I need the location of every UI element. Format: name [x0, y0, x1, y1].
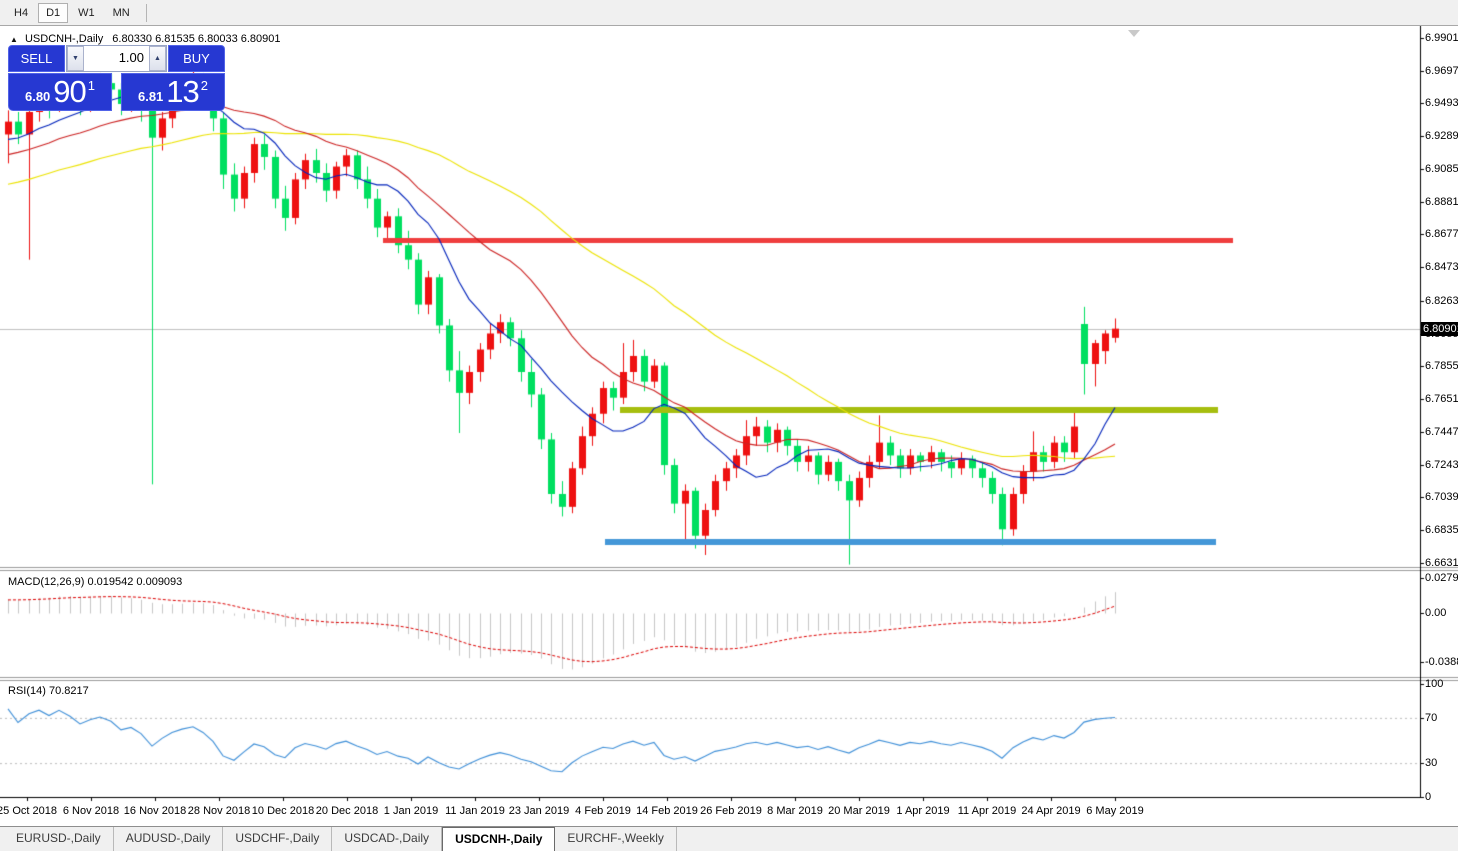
date-axis-label: 8 Mar 2019 — [767, 805, 823, 817]
date-axis-label: 24 Apr 2019 — [1021, 805, 1081, 817]
symbol-tab-eurchf-weekly[interactable]: EURCHF-,Weekly — [555, 827, 677, 851]
price-axis-label: 6.76510 — [1425, 393, 1458, 405]
price-axis-label: 6.78550 — [1425, 360, 1458, 372]
price-axis-label: 6.74470 — [1425, 426, 1458, 438]
price-axis-label: 6.88810 — [1425, 196, 1458, 208]
date-axis-label: 11 Jan 2019 — [445, 805, 505, 817]
symbol-tab-audusd-daily[interactable]: AUDUSD-,Daily — [114, 827, 224, 851]
sell-price-button[interactable]: 6.80 90 1 — [8, 73, 112, 111]
macd-indicator-label: MACD(12,26,9) 0.019542 0.009093 — [8, 576, 183, 588]
macd-axis-label: -0.03887 — [1425, 656, 1458, 668]
chart-ohlc-values: 6.80330 6.81535 6.80033 6.80901 — [112, 33, 281, 45]
price-axis-label: 6.86770 — [1425, 228, 1458, 240]
chart-area: ▲ USDCNH-,Daily 6.80330 6.81535 6.80033 … — [0, 26, 1458, 826]
macd-axis-label: 0.00 — [1425, 607, 1447, 619]
date-axis-label: 14 Feb 2019 — [636, 805, 698, 817]
buy-price-pips: 13 — [166, 74, 199, 109]
date-axis-label: 10 Dec 2018 — [251, 805, 315, 817]
price-axis-label: 6.96970 — [1425, 65, 1458, 77]
lot-decrease-button[interactable]: ▼ — [67, 46, 84, 71]
price-axis-label: 6.92890 — [1425, 130, 1458, 142]
timeframe-toolbar: H4 D1 W1 MN — [0, 0, 1458, 26]
chart-shift-marker[interactable] — [1128, 30, 1140, 37]
price-axis-label: 6.70390 — [1425, 491, 1458, 503]
price-chart-canvas[interactable] — [0, 26, 1458, 826]
date-axis-label: 28 Nov 2018 — [187, 805, 251, 817]
date-axis-label: 20 Mar 2019 — [828, 805, 890, 817]
date-axis-label: 6 May 2019 — [1086, 805, 1144, 817]
symbol-tab-usdcnh-daily[interactable]: USDCNH-,Daily — [442, 827, 556, 851]
macd-axis-label: 0.027908 — [1425, 572, 1458, 584]
buy-price-prefix: 6.81 — [137, 88, 164, 104]
rsi-axis-label: 70 — [1425, 712, 1438, 724]
symbol-tab-eurusd-daily[interactable]: EURUSD-,Daily — [4, 827, 114, 851]
timeframe-tab-w1[interactable]: W1 — [78, 6, 95, 19]
chart-title: ▲ USDCNH-,Daily 6.80330 6.81535 6.80033 … — [10, 33, 281, 45]
rsi-axis-label: 100 — [1425, 678, 1444, 690]
sell-button[interactable]: SELL — [8, 45, 65, 72]
collapse-panel-icon[interactable]: ▲ — [10, 35, 18, 44]
lot-increase-button[interactable]: ▲ — [149, 46, 166, 71]
sell-price-prefix: 6.80 — [24, 88, 51, 104]
price-axis-label: 6.68350 — [1425, 524, 1458, 536]
date-axis-label: 11 Apr 2019 — [957, 805, 1017, 817]
date-axis-label: 1 Apr 2019 — [896, 805, 950, 817]
date-axis-label: 23 Jan 2019 — [508, 805, 570, 817]
date-axis-label: 20 Dec 2018 — [315, 805, 379, 817]
rsi-axis-label: 30 — [1425, 757, 1438, 769]
lot-size-spinner: ▼ 1.00 ▲ — [66, 45, 167, 72]
sell-price-pips: 90 — [53, 74, 86, 109]
rsi-axis-label: 0 — [1425, 791, 1432, 803]
date-axis-label: 1 Jan 2019 — [383, 805, 439, 817]
date-axis-label: 25 Oct 2018 — [0, 805, 57, 817]
price-axis-label: 6.90850 — [1425, 163, 1458, 175]
price-axis-label: 6.94930 — [1425, 97, 1458, 109]
current-price-tag: 6.80901 — [1421, 322, 1458, 336]
date-axis-label: 16 Nov 2018 — [123, 805, 187, 817]
timeframe-tab-d1[interactable]: D1 — [38, 2, 69, 23]
symbol-tab-usdcad-daily[interactable]: USDCAD-,Daily — [332, 827, 443, 851]
chart-symbol-label: USDCNH-,Daily — [24, 33, 104, 45]
price-axis-label: 6.72430 — [1425, 459, 1458, 471]
buy-button[interactable]: BUY — [168, 45, 225, 72]
symbol-tab-usdchf-daily[interactable]: USDCHF-,Daily — [223, 827, 333, 851]
price-axis-label: 6.82630 — [1425, 295, 1458, 307]
date-axis-label: 6 Nov 2018 — [62, 805, 120, 817]
toolbar-separator — [145, 3, 147, 22]
symbol-tab-bar: EURUSD-,Daily AUDUSD-,Daily USDCHF-,Daily U… — [0, 826, 1458, 851]
timeframe-tab-h4[interactable]: H4 — [14, 6, 29, 19]
timeframe-tab-mn[interactable]: MN — [112, 6, 130, 19]
buy-price-button[interactable]: 6.81 13 2 — [121, 73, 225, 111]
price-axis-label: 6.99010 — [1425, 32, 1458, 44]
date-axis-label: 4 Feb 2019 — [575, 805, 631, 817]
sell-price-point: 1 — [87, 77, 96, 93]
buy-price-point: 2 — [200, 77, 209, 93]
lot-size-input[interactable]: 1.00 — [118, 50, 144, 65]
date-axis-label: 26 Feb 2019 — [700, 805, 762, 817]
price-axis-label: 6.84730 — [1425, 261, 1458, 273]
rsi-indicator-label: RSI(14) 70.8217 — [8, 685, 89, 697]
one-click-trading-panel: SELL ▼ 1.00 ▲ BUY 6.80 90 1 6.81 13 2 — [8, 45, 225, 111]
